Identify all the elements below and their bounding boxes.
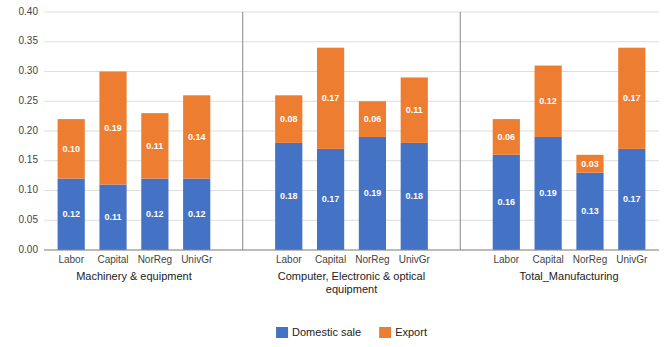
bar-segment bbox=[183, 95, 210, 178]
data-label: 0.17 bbox=[623, 93, 641, 103]
y-tick-label: 0.05 bbox=[19, 214, 39, 225]
group-label: Total_Manufacturing bbox=[520, 270, 619, 282]
data-label: 0.19 bbox=[364, 188, 382, 198]
bar-segment bbox=[141, 179, 168, 250]
grid-line bbox=[44, 160, 659, 161]
bars bbox=[58, 48, 646, 250]
x-tick-label: UnivGr bbox=[399, 254, 431, 265]
x-tick-label: NorReg bbox=[573, 254, 607, 265]
bar-segment bbox=[99, 185, 126, 250]
bar-segment bbox=[535, 66, 562, 137]
x-tick-label: Capital bbox=[97, 254, 128, 265]
bar-segment bbox=[493, 155, 520, 250]
data-label: 0.12 bbox=[539, 96, 557, 106]
legend: Domestic sale Export bbox=[276, 326, 427, 338]
data-label: 0.12 bbox=[62, 209, 80, 219]
bar-segment bbox=[576, 173, 603, 250]
legend-label: Domestic sale bbox=[292, 326, 361, 338]
y-tick-label: 0.10 bbox=[19, 184, 39, 195]
data-label: 0.12 bbox=[146, 209, 164, 219]
x-tick-label: Capital bbox=[533, 254, 564, 265]
x-tick-label: Labor bbox=[494, 254, 520, 265]
x-tick-label: NorReg bbox=[138, 254, 172, 265]
chart: 0.00 0.05 0.10 0.15 0.20 0.25 0.30 0.35 0.40 0.12… bbox=[0, 0, 671, 347]
data-label: 0.06 bbox=[498, 132, 516, 142]
bar-segment bbox=[183, 179, 210, 250]
x-tick-label: UnivGr bbox=[616, 254, 648, 265]
x-tick-label: NorReg bbox=[355, 254, 389, 265]
grid-line bbox=[44, 41, 659, 42]
grid-line bbox=[44, 12, 659, 13]
data-label: 0.12 bbox=[188, 209, 206, 219]
y-tick-label: 0.40 bbox=[19, 6, 39, 17]
bar-segment bbox=[618, 149, 645, 250]
group-separator bbox=[460, 12, 461, 250]
bar-segment bbox=[359, 101, 386, 137]
data-label: 0.17 bbox=[623, 194, 641, 204]
data-label: 0.16 bbox=[498, 197, 516, 207]
group-label: Machinery & equipment bbox=[76, 270, 192, 282]
data-label: 0.18 bbox=[280, 191, 298, 201]
legend-swatch bbox=[379, 327, 391, 338]
x-tick-label: UnivGr bbox=[181, 254, 213, 265]
data-label: 0.17 bbox=[322, 93, 340, 103]
data-label: 0.11 bbox=[146, 141, 163, 151]
data-label: 0.03 bbox=[581, 159, 599, 169]
grid-line bbox=[44, 220, 659, 221]
legend-swatch bbox=[276, 327, 288, 338]
y-tick-label: 0.30 bbox=[19, 65, 39, 76]
data-label: 0.17 bbox=[322, 194, 340, 204]
y-tick-label: 0.35 bbox=[19, 35, 39, 46]
y-tick-label: 0.20 bbox=[19, 125, 39, 136]
y-tick-label: 0.25 bbox=[19, 95, 39, 106]
grid-line bbox=[44, 101, 659, 102]
data-label: 0.19 bbox=[104, 123, 122, 133]
group-label: Computer, Electronic & opticalequipment bbox=[278, 270, 425, 295]
x-tick-label: Labor bbox=[276, 254, 302, 265]
x-axis-line bbox=[44, 250, 659, 251]
bar-segment bbox=[141, 113, 168, 178]
bar-segment bbox=[58, 119, 85, 179]
legend-label: Export bbox=[395, 326, 427, 338]
bar-segment bbox=[493, 119, 520, 155]
data-label: 0.13 bbox=[581, 206, 599, 216]
bar-segment bbox=[317, 149, 344, 250]
bar-segment bbox=[275, 143, 302, 250]
data-label: 0.08 bbox=[280, 114, 298, 124]
bar-segment bbox=[401, 77, 428, 142]
bar-segment bbox=[576, 155, 603, 173]
bar-segment bbox=[618, 48, 645, 149]
bar-segment bbox=[401, 143, 428, 250]
group-label-line: Machinery & equipment bbox=[76, 270, 192, 282]
x-tick-label: Labor bbox=[58, 254, 84, 265]
y-tick-label: 0.15 bbox=[19, 154, 39, 165]
data-labels: 0.12 0.11 0.12 0.12 0.18 0.17 0.19 0.18 0.16 0.19… bbox=[62, 93, 640, 222]
x-tick-label: Capital bbox=[315, 254, 346, 265]
data-label: 0.18 bbox=[405, 191, 423, 201]
group-label-line: Computer, Electronic & optical bbox=[278, 270, 425, 282]
data-label: 0.11 bbox=[406, 105, 423, 115]
bar-segment bbox=[275, 95, 302, 143]
grid-line bbox=[44, 250, 659, 251]
group-label-line: Total_Manufacturing bbox=[520, 270, 619, 282]
group-label-line: equipment bbox=[326, 283, 377, 295]
grid-line bbox=[44, 71, 659, 72]
bar-segment bbox=[317, 48, 344, 149]
grid-line bbox=[44, 131, 659, 132]
bar-segment bbox=[535, 137, 562, 250]
data-label: 0.14 bbox=[188, 132, 206, 142]
bar-segment bbox=[99, 72, 126, 185]
data-label: 0.11 bbox=[105, 212, 122, 222]
data-label: 0.10 bbox=[62, 144, 80, 154]
bar-segment bbox=[58, 179, 85, 250]
data-label: 0.19 bbox=[539, 188, 557, 198]
bar-segment bbox=[359, 137, 386, 250]
data-label: 0.06 bbox=[364, 114, 382, 124]
y-tick-label: 0.00 bbox=[19, 244, 39, 255]
group-separator bbox=[242, 12, 243, 250]
grid bbox=[44, 12, 659, 250]
grid-line bbox=[44, 190, 659, 191]
